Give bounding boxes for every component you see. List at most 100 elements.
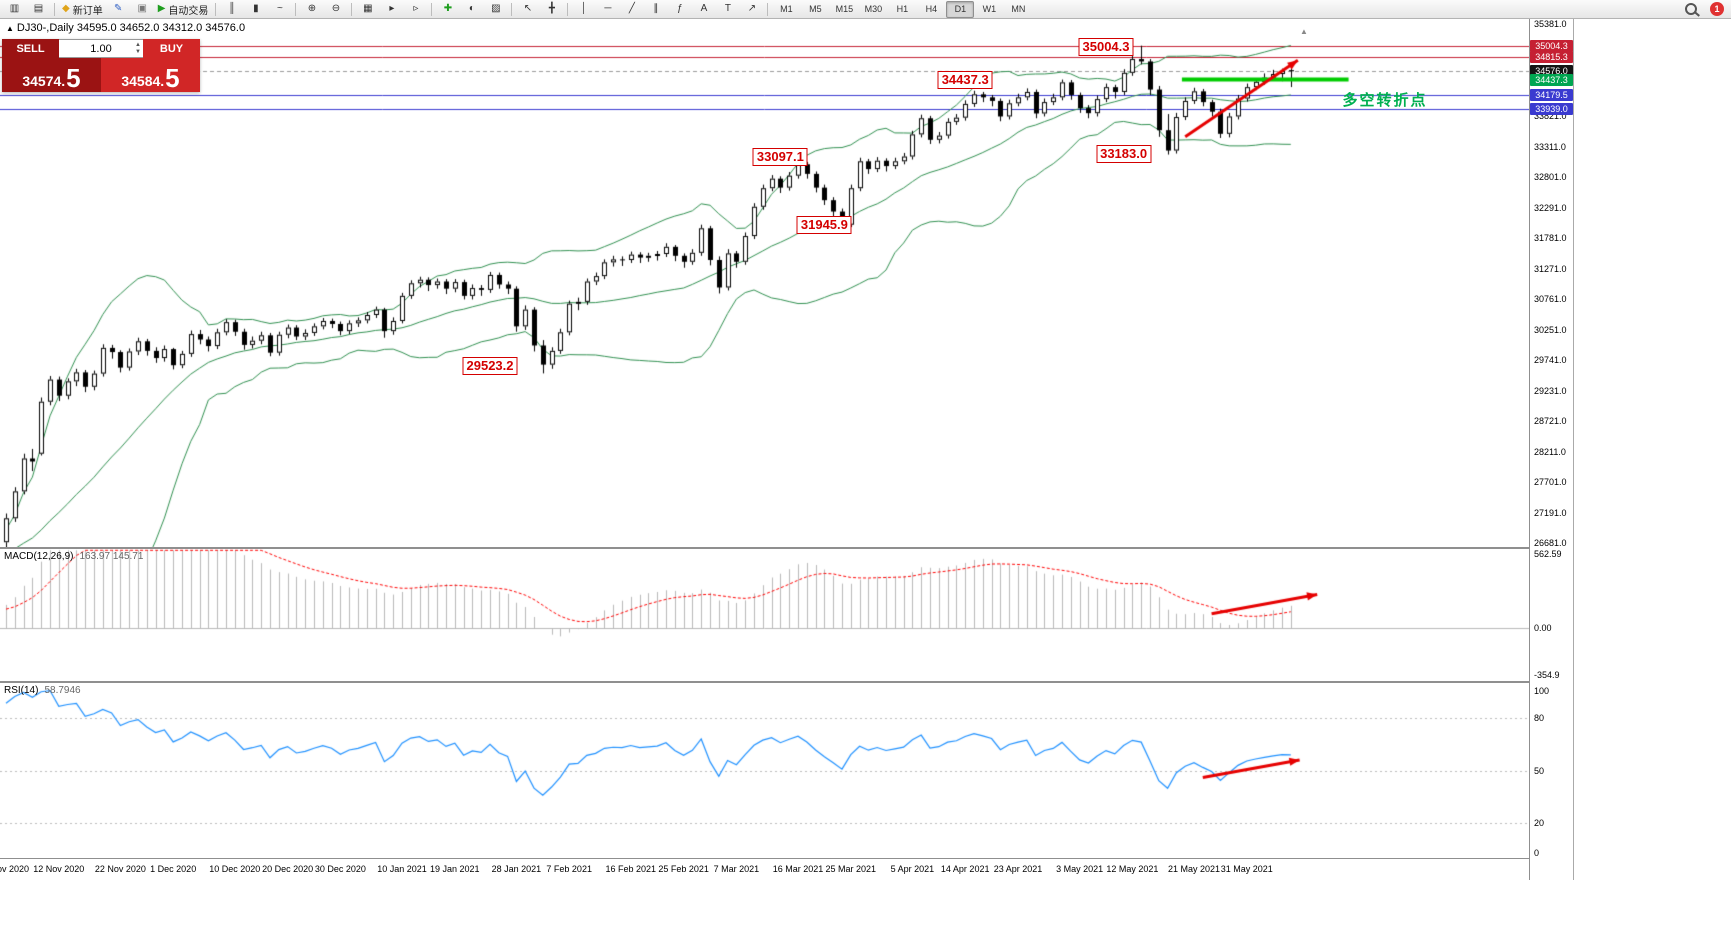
- new-chart-button[interactable]: ▥: [3, 0, 26, 18]
- tile-windows-icon: ▦: [363, 3, 373, 14]
- line-chart-type-button[interactable]: ~: [268, 0, 291, 18]
- price-scale-label: 32291.0: [1534, 202, 1567, 213]
- bid-price[interactable]: 34574. 5: [2, 58, 101, 92]
- periods-button[interactable]: ◐: [460, 0, 483, 18]
- text-button[interactable]: A: [692, 0, 715, 18]
- arrows-button[interactable]: ↗: [740, 0, 763, 18]
- price-scale-label: 33821.0: [1534, 111, 1567, 122]
- tile-windows-button[interactable]: ▦: [356, 0, 379, 18]
- price-scale-label: 32801.0: [1534, 172, 1567, 183]
- cursor-button[interactable]: ↖: [516, 0, 539, 18]
- chart-shift-button[interactable]: ▹: [404, 0, 427, 18]
- zoom-out-button[interactable]: ⊖: [324, 0, 347, 18]
- rsi-panel-canvas[interactable]: [0, 683, 1529, 858]
- sell-button[interactable]: SELL: [2, 39, 59, 58]
- ask-price[interactable]: 34584. 5: [101, 58, 200, 92]
- bar-chart-type-button[interactable]: ║: [220, 0, 243, 18]
- timeframe-d1[interactable]: D1: [946, 0, 975, 18]
- price-callout-35004.3[interactable]: 35004.3: [1078, 37, 1134, 56]
- auto-scroll-icon: ▸: [389, 3, 395, 14]
- vertical-line-button[interactable]: │: [572, 0, 595, 18]
- price-callout-34437.3[interactable]: 34437.3: [937, 70, 993, 89]
- indicators-button[interactable]: ✚: [436, 0, 459, 18]
- candlestick-chart-type-button[interactable]: ▮: [244, 0, 267, 18]
- volume-spinner[interactable]: ▲ ▼: [135, 42, 141, 56]
- main-chart-canvas[interactable]: [0, 19, 1529, 547]
- chart-profiles-icon: ▤: [33, 3, 44, 14]
- rsi-value: 58.7946: [44, 685, 81, 696]
- new-order-button[interactable]: ◆ 新订单: [59, 0, 106, 18]
- timeframe-m15[interactable]: M15: [835, 4, 854, 14]
- search-button[interactable]: [1679, 0, 1702, 18]
- price-marker-34437.3: 34437.3: [1530, 73, 1573, 86]
- rsi-scale-label: 0: [1534, 848, 1540, 858]
- bull-bear-turning-point-note[interactable]: 多空转折点: [1342, 91, 1428, 109]
- trendline-button[interactable]: ╱: [620, 0, 643, 18]
- macd-values: 163.97 145.71: [79, 551, 144, 562]
- price-callout-33097.1[interactable]: 33097.1: [752, 148, 808, 167]
- date-label: 10 Jan 2021: [377, 864, 427, 874]
- toolbar-separator: [567, 2, 569, 16]
- templates-button[interactable]: ▨: [484, 0, 507, 18]
- fibonacci-icon: ƒ: [677, 3, 683, 14]
- timeframe-m30[interactable]: M30: [864, 4, 883, 14]
- date-label: 14 Apr 2021: [940, 864, 990, 874]
- buy-button[interactable]: BUY: [143, 39, 200, 58]
- metaeditor-button[interactable]: ✎: [107, 0, 130, 18]
- price-callout-33183.0[interactable]: 33183.0: [1096, 145, 1152, 164]
- timeframe-w1[interactable]: W1: [982, 4, 997, 14]
- text-icon: A: [700, 3, 708, 14]
- macd-scale-label: 0.00: [1534, 623, 1552, 634]
- spinner-up-icon[interactable]: ▲: [135, 42, 141, 48]
- text-label-icon: T: [724, 3, 731, 14]
- price-axis[interactable]: 35381.0 33821.0 33311.0 32801.0 32291.0 31781…: [1529, 19, 1573, 880]
- notification-badge[interactable]: 1: [1710, 2, 1724, 16]
- toolbar-separator: [431, 2, 433, 16]
- price-callout-29523.2[interactable]: 29523.2: [462, 357, 518, 376]
- auto-scroll-button[interactable]: ▸: [380, 0, 403, 18]
- timeframe-m5[interactable]: M5: [809, 4, 822, 14]
- price-callout-31945.9[interactable]: 31945.9: [796, 216, 852, 235]
- timeframe-m1[interactable]: M1: [780, 4, 793, 14]
- bid-price-big-digit: 5: [66, 62, 81, 93]
- crosshair-button[interactable]: ╋: [540, 0, 563, 18]
- timeframe-h1[interactable]: H1: [896, 4, 909, 14]
- zoom-in-button[interactable]: ⊕: [300, 0, 323, 18]
- horizontal-line-icon: ─: [604, 3, 612, 14]
- date-label: 7 Feb 2021: [546, 864, 592, 874]
- date-label: 31 May 2021: [1220, 864, 1273, 874]
- price-scale-label: 30761.0: [1534, 294, 1567, 305]
- date-label: 16 Feb 2021: [605, 864, 657, 874]
- date-label: 20 Dec 2020: [262, 864, 314, 874]
- chart-expand-icon: ▲: [6, 24, 14, 33]
- terminal-icon: ▣: [137, 3, 147, 14]
- macd-name: MACD(12,26,9): [4, 551, 74, 562]
- price-scale-label: 35381.0: [1534, 19, 1567, 29]
- candlestick-chart-type-icon: ▮: [253, 3, 259, 14]
- date-label: 30 Dec 2020: [314, 864, 366, 874]
- spinner-down-icon[interactable]: ▼: [135, 49, 141, 55]
- volume-input[interactable]: 1.00 ▲ ▼: [59, 39, 143, 58]
- price-scale-label: 31781.0: [1534, 233, 1567, 244]
- terminal-button[interactable]: ▣: [131, 0, 154, 18]
- autotrading-button[interactable]: ▶ 自动交易: [155, 0, 212, 18]
- equidistant-channel-button[interactable]: ∥: [644, 0, 667, 18]
- fibonacci-button[interactable]: ƒ: [668, 0, 691, 18]
- panel-separator[interactable]: [0, 681, 1573, 683]
- panel-separator[interactable]: [0, 547, 1573, 549]
- horizontal-line-button[interactable]: ─: [596, 0, 619, 18]
- timeframe-mn[interactable]: MN: [1011, 4, 1026, 14]
- bar-chart-type-icon: ║: [228, 3, 236, 14]
- timeframe-h4[interactable]: H4: [925, 4, 938, 14]
- price-scale-label: 28211.0: [1534, 446, 1566, 457]
- metaeditor-icon: ✎: [114, 3, 123, 14]
- periods-icon: ◐: [468, 3, 475, 14]
- chart-profiles-button[interactable]: ▤: [27, 0, 50, 18]
- macd-panel-canvas[interactable]: [0, 549, 1529, 681]
- indicators-icon: ✚: [443, 3, 453, 14]
- date-label: 1 Dec 2020: [150, 864, 197, 874]
- macd-indicator-label: MACD(12,26,9) 163.97 145.71: [4, 551, 143, 562]
- text-label-button[interactable]: T: [716, 0, 739, 18]
- chart-ohlc-values: 34595.0 34652.0 34312.0 34576.0: [76, 22, 246, 34]
